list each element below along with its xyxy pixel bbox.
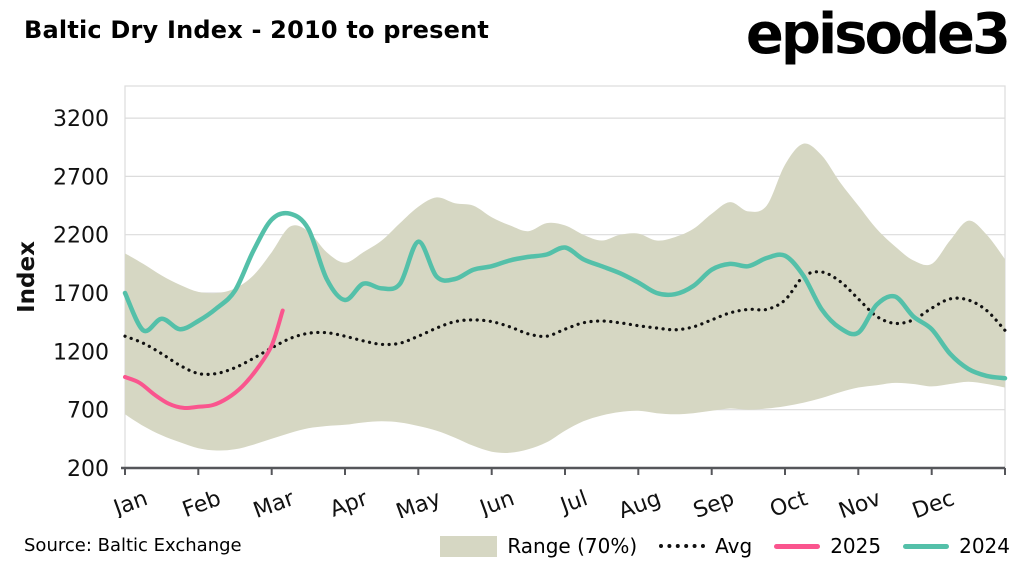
x-tick-label: Aug	[615, 486, 664, 518]
legend-item-2025: 2025	[774, 534, 881, 558]
plot-area: 200 700 1200 1700 2200 2700 3200 Jan Feb Mar Apr Ma…	[14, 85, 1008, 518]
x-tick-label: Jun	[475, 486, 518, 518]
y-tick-label: 2200	[53, 224, 109, 249]
series-2025-line	[123, 308, 285, 411]
avg-line-swatch	[659, 544, 706, 548]
x-tick-label: Dec	[909, 486, 958, 518]
baltic-dry-index-chart: 200 700 1200 1700 2200 2700 3200 Jan Feb Mar Apr Ma…	[14, 85, 1008, 518]
source-note: Source: Baltic Exchange	[24, 535, 242, 556]
series-avg-line	[123, 270, 1007, 376]
x-tick-label: Jan	[109, 486, 151, 518]
x-tick-label: Oct	[767, 486, 812, 518]
range-band-swatch	[440, 535, 498, 557]
legend-item-range: Range (70%)	[440, 534, 637, 558]
series-2024-line	[122, 210, 1008, 381]
y-tick-label: 1200	[53, 340, 109, 365]
line-2024-swatch	[903, 543, 950, 549]
legend-label-2024: 2024	[959, 534, 1010, 558]
legend-label-range: Range (70%)	[507, 534, 638, 558]
y-tick-label: 2700	[53, 165, 109, 190]
x-tick-label: Apr	[327, 486, 372, 518]
x-tick-label: Nov	[835, 486, 884, 518]
legend-item-2024: 2024	[903, 534, 1010, 558]
x-tick-label: May	[393, 486, 444, 518]
x-tick-label: Mar	[250, 486, 298, 518]
legend-label-2025: 2025	[830, 534, 882, 558]
page-title: Baltic Dry Index - 2010 to present	[24, 16, 490, 44]
y-tick-label: 200	[67, 457, 109, 482]
episode3-logo: episode3	[745, 2, 1011, 67]
x-tick-label: Jul	[556, 486, 591, 518]
y-axis-title: Index	[14, 241, 40, 313]
chart-legend: Range (70%) Avg 2025 2024	[440, 534, 1010, 558]
legend-label-avg: Avg	[715, 534, 753, 558]
range-band	[125, 143, 1005, 453]
x-tick-label: Sep	[690, 486, 738, 518]
y-tick-label: 700	[67, 399, 109, 424]
x-tick-label: Feb	[179, 486, 224, 518]
line-2025-swatch	[774, 543, 821, 549]
legend-item-avg: Avg	[659, 534, 752, 558]
y-tick-label: 3200	[53, 107, 109, 132]
y-tick-label: 1700	[53, 282, 109, 307]
